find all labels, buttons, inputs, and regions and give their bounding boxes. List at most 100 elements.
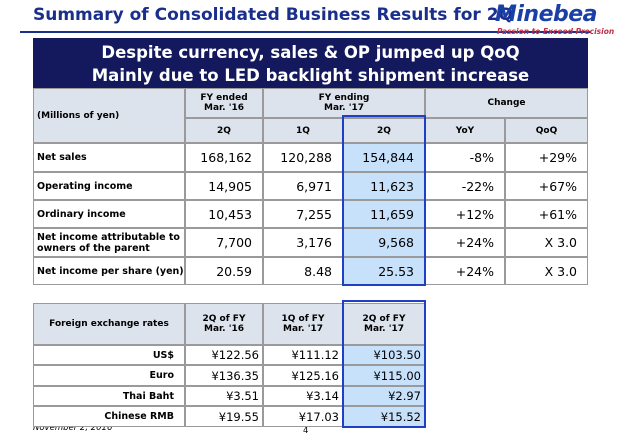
fx-value-cell: ¥2.97 (343, 386, 425, 406)
group-header-line: Change (487, 98, 526, 108)
fx-value-cell: ¥17.03 (263, 406, 343, 427)
value-cell: 7,255 (263, 200, 343, 228)
fx-value-cell: ¥19.55 (185, 406, 263, 427)
value-text: 14,905 (208, 178, 252, 194)
value-text: 9,568 (378, 235, 414, 250)
fx-row-label-text: Euro (149, 370, 174, 381)
group-header: FY ending Mar. '17 (263, 88, 425, 118)
value-text: 168,162 (200, 150, 252, 165)
banner-line: Mainly due to LED backlight shipment inc… (91, 66, 530, 85)
value-text: 8.48 (304, 263, 332, 279)
value-cell: 168,162 (185, 143, 263, 172)
value-cell: 6,971 (263, 172, 343, 200)
fx-row-label: Chinese RMB (33, 406, 185, 427)
date: November 2, 2016 (33, 423, 113, 433)
column-header: 2Q (185, 118, 263, 143)
value-cell: 10,453 (185, 200, 263, 228)
value-cell: +67% (505, 172, 588, 200)
value-cell: -22% (425, 172, 505, 200)
value-text: 6,971 (296, 178, 332, 194)
value-text: 7,255 (296, 206, 332, 222)
value-text: X 3.0 (544, 235, 577, 250)
value-text: +61% (538, 206, 577, 222)
group-header-line: Mar. '17 (323, 103, 365, 113)
row-label: Net income per share (yen) (33, 257, 185, 285)
fx-column-header-line: 2Q of FY (362, 314, 406, 324)
fx-value-text: ¥17.03 (298, 409, 339, 424)
fx-column-header-line: Mar. '16 (203, 324, 245, 334)
page-number: 4 (303, 426, 309, 436)
value-cell: 8.48 (263, 257, 343, 285)
fx-value-text: ¥15.52 (380, 409, 421, 424)
fx-value-text: ¥2.97 (388, 389, 421, 403)
fx-value-cell: ¥122.56 (185, 345, 263, 365)
value-cell: 7,700 (185, 228, 263, 257)
fx-header-text: Foreign exchange rates (49, 319, 169, 329)
column-header: QoQ (505, 118, 588, 143)
title-rule (20, 31, 590, 33)
value-cell: 9,568 (343, 228, 425, 257)
banner: Despite currency, sales & OP jumped up Q… (33, 38, 588, 90)
value-cell: +61% (505, 200, 588, 228)
value-text: +24% (455, 263, 494, 279)
banner-line: Despite currency, sales & OP jumped up Q… (101, 43, 520, 62)
group-header-line: Mar. '16 (203, 103, 245, 113)
fx-value-text: ¥103.50 (373, 348, 421, 362)
value-text: 10,453 (208, 206, 252, 222)
fx-column-header: 2Q of FY Mar. '16 (185, 303, 263, 345)
fx-row-label: Euro (33, 365, 185, 386)
row-label-line: Ordinary income (37, 208, 126, 220)
tagline: Passion to Exceed Precision (497, 27, 615, 36)
fx-value-cell: ¥115.00 (343, 365, 425, 386)
fx-value-cell: ¥103.50 (343, 345, 425, 365)
logo: Minebea (495, 2, 598, 27)
value-cell: 11,659 (343, 200, 425, 228)
fx-value-cell: ¥136.35 (185, 365, 263, 386)
fx-row-label-text: Chinese RMB (104, 411, 174, 422)
row-label-line: owners of the parent (37, 242, 150, 254)
row-label-line: Operating income (37, 180, 133, 192)
group-header: FY ended Mar. '16 (185, 88, 263, 118)
column-header-text: 1Q (296, 125, 310, 136)
slide-title: Summary of Consolidated Business Results… (33, 5, 514, 25)
row-label-line: Net sales (37, 152, 87, 163)
value-cell: -8% (425, 143, 505, 172)
value-cell: +24% (425, 257, 505, 285)
column-header: 1Q (263, 118, 343, 143)
row-label-line: Net income per share (yen) (37, 265, 184, 277)
value-text: 120,288 (280, 150, 332, 165)
value-cell: +24% (425, 228, 505, 257)
fx-value-text: ¥125.16 (291, 368, 339, 383)
fx-value-text: ¥19.55 (218, 409, 259, 424)
fx-row-label: US$ (33, 345, 185, 365)
value-cell: +12% (425, 200, 505, 228)
fx-value-cell: ¥15.52 (343, 406, 425, 427)
value-text: -8% (469, 150, 494, 165)
value-text: 154,844 (362, 150, 414, 165)
value-text: 3,176 (296, 235, 332, 250)
fx-column-header-line: 2Q of FY (202, 314, 246, 324)
value-text: 11,623 (370, 178, 414, 194)
unit-header: (Millions of yen) (33, 88, 185, 143)
column-header: YoY (425, 118, 505, 143)
fx-value-text: ¥3.14 (306, 389, 339, 403)
group-header: Change (425, 88, 588, 118)
value-cell: 120,288 (263, 143, 343, 172)
value-text: +24% (455, 235, 494, 250)
value-cell: 154,844 (343, 143, 425, 172)
value-cell: 11,623 (343, 172, 425, 200)
fx-row-label: Thai Baht (33, 386, 185, 406)
row-label: Net income attributable to owners of the … (33, 228, 185, 257)
group-header-line: FY ended (200, 93, 248, 103)
row-label: Ordinary income (33, 200, 185, 228)
value-text: 7,700 (216, 235, 252, 250)
value-cell: +29% (505, 143, 588, 172)
value-cell: 14,905 (185, 172, 263, 200)
fx-column-header: 1Q of FY Mar. '17 (263, 303, 343, 345)
fx-column-header-line: Mar. '17 (282, 324, 324, 334)
value-text: 11,659 (370, 206, 414, 222)
value-text: +12% (455, 206, 494, 222)
column-header-text: YoY (455, 125, 475, 136)
row-label: Net sales (33, 143, 185, 172)
